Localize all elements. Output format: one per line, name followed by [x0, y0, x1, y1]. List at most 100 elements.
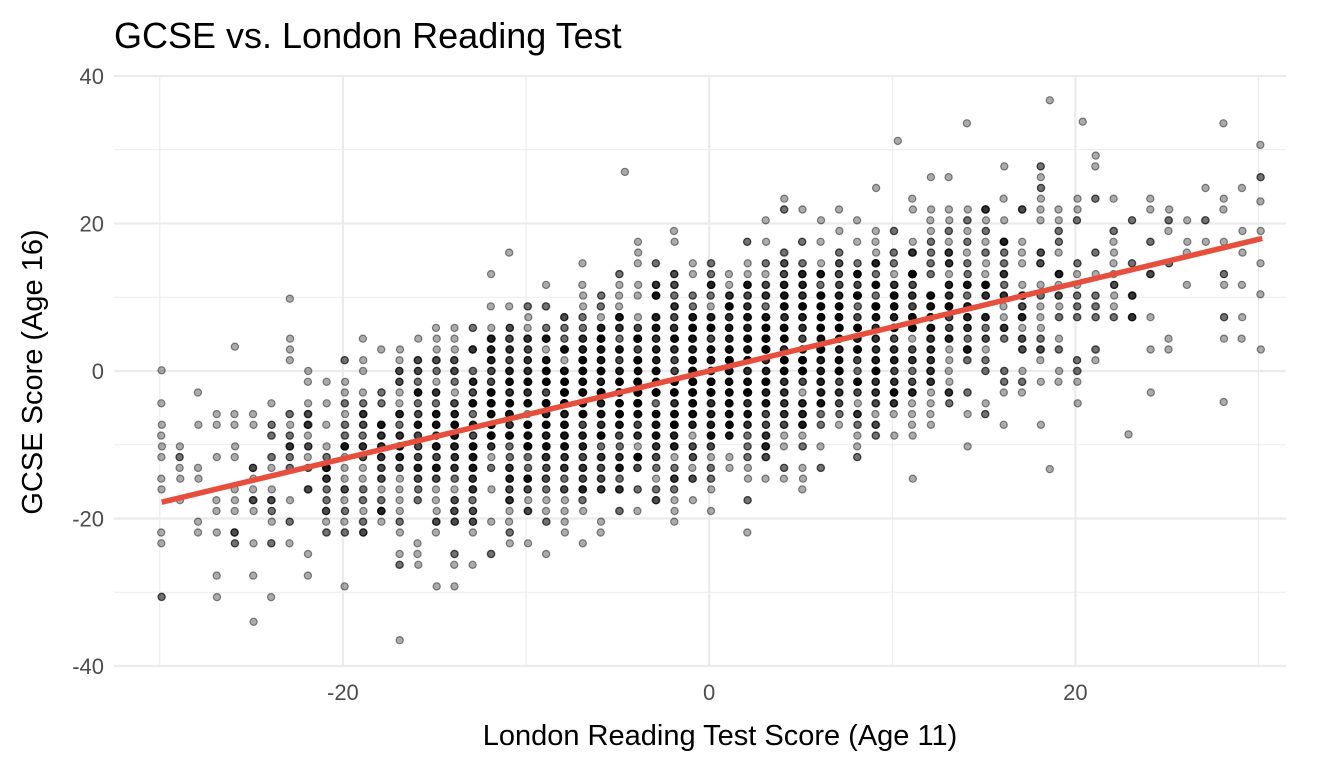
- data-point: [523, 420, 532, 429]
- data-point: [487, 399, 496, 408]
- data-point: [1182, 280, 1192, 290]
- data-point: [524, 506, 533, 516]
- data-point: [469, 452, 478, 462]
- data-point: [871, 409, 880, 419]
- data-point: [1072, 356, 1082, 365]
- data-point: [908, 345, 917, 354]
- data-point: [944, 205, 954, 214]
- data-point: [596, 528, 605, 537]
- data-point: [578, 388, 587, 397]
- data-point: [450, 463, 459, 473]
- data-point: [505, 474, 514, 483]
- data-point: [359, 528, 368, 537]
- data-point: [505, 474, 514, 483]
- data-point: [523, 420, 533, 429]
- data-point: [926, 237, 936, 246]
- data-point: [523, 485, 532, 494]
- data-point: [1018, 345, 1027, 354]
- data-point: [999, 237, 1009, 246]
- data-point: [487, 442, 496, 451]
- data-point: [670, 280, 679, 290]
- data-point: [725, 399, 734, 408]
- data-point: [633, 431, 642, 440]
- data-point: [707, 334, 716, 343]
- data-point: [542, 452, 551, 462]
- data-point: [505, 248, 514, 257]
- data-point: [469, 463, 478, 473]
- data-point: [560, 528, 570, 537]
- data-point: [1201, 216, 1210, 225]
- data-point: [413, 549, 422, 559]
- data-point: [578, 302, 588, 311]
- data-point: [889, 248, 898, 257]
- data-point: [853, 420, 863, 429]
- data-point: [780, 377, 789, 386]
- data-point: [1073, 366, 1082, 376]
- data-point: [542, 356, 551, 365]
- data-point: [853, 356, 862, 365]
- data-point: [907, 420, 917, 429]
- data-point: [505, 431, 514, 440]
- data-point: [487, 442, 496, 451]
- data-point: [505, 377, 514, 386]
- data-point: [725, 280, 734, 290]
- data-point: [762, 431, 771, 440]
- data-point: [743, 409, 752, 419]
- data-point: [578, 356, 588, 365]
- data-point: [1201, 237, 1211, 246]
- y-tick-label: -20: [72, 507, 104, 532]
- data-point: [559, 485, 569, 494]
- data-point: [395, 506, 404, 516]
- data-point: [450, 420, 460, 429]
- data-point: [450, 409, 459, 419]
- data-point: [376, 431, 386, 440]
- data-point: [432, 366, 441, 376]
- data-point: [469, 442, 478, 451]
- data-point: [340, 409, 350, 419]
- data-point: [286, 420, 295, 429]
- y-axis-title: GCSE Score (Age 16): [17, 229, 49, 514]
- data-point: [1000, 162, 1009, 171]
- data-point: [1124, 430, 1133, 439]
- data-point: [157, 592, 166, 601]
- data-point: [505, 399, 514, 408]
- data-point: [816, 323, 826, 333]
- data-point: [541, 474, 551, 483]
- data-point: [468, 399, 477, 408]
- data-point: [542, 442, 551, 451]
- data-point: [1109, 194, 1118, 203]
- data-point: [889, 291, 899, 300]
- data-point: [358, 431, 367, 440]
- data-point: [267, 431, 276, 440]
- data-point: [541, 506, 551, 516]
- data-point: [835, 323, 844, 333]
- data-point: [893, 136, 903, 146]
- data-point: [377, 506, 386, 516]
- data-point: [322, 442, 331, 451]
- data-point: [340, 388, 349, 397]
- data-point: [1256, 172, 1265, 182]
- data-point: [560, 345, 569, 354]
- data-point: [414, 463, 423, 473]
- data-point: [523, 345, 533, 354]
- data-point: [797, 237, 807, 246]
- data-point: [816, 377, 825, 386]
- data-point: [1017, 248, 1027, 257]
- data-point: [743, 399, 753, 408]
- data-point: [505, 442, 514, 451]
- data-point: [413, 463, 422, 473]
- data-point: [852, 216, 862, 225]
- data-point: [193, 463, 203, 473]
- data-point: [469, 463, 478, 473]
- data-point: [432, 409, 441, 419]
- data-point: [340, 463, 349, 473]
- data-point: [468, 377, 478, 386]
- data-point: [761, 259, 770, 268]
- data-point: [523, 431, 532, 440]
- data-point: [486, 334, 496, 343]
- data-point: [559, 366, 569, 376]
- data-point: [431, 474, 440, 483]
- data-point: [596, 399, 606, 408]
- data-point: [431, 463, 441, 473]
- data-point: [267, 420, 276, 429]
